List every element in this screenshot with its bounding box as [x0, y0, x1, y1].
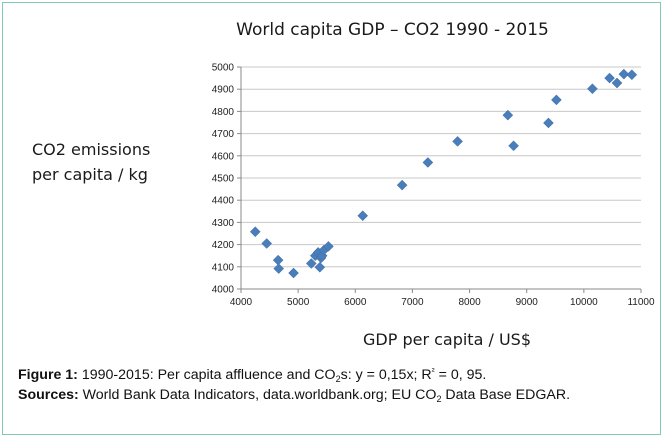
y-axis-label: CO2 emissions per capita / kg: [32, 137, 192, 187]
x-tick-label-4000: 4000: [230, 297, 253, 308]
data-point-3: [272, 254, 284, 266]
x-tick-label-8000: 8000: [458, 297, 481, 308]
data-point-5: [288, 267, 299, 279]
data-point-6: [305, 258, 317, 269]
sources-subscript: 2: [436, 394, 442, 404]
y-axis-label-line-1: CO2 emissions: [32, 140, 151, 159]
data-point-16: [422, 157, 434, 168]
data-point-14: [357, 210, 369, 222]
data-point-13: [323, 241, 334, 252]
sources-label: Sources:: [18, 387, 79, 403]
y-tick-label-4900: 4900: [212, 85, 235, 96]
y-tick-label-4200: 4200: [212, 240, 235, 251]
x-tick-label-5000: 5000: [287, 297, 310, 308]
x-tick-labels: 4000 5000 6000 7000 8000 9000 10000 11000: [230, 297, 655, 308]
x-tick-label-10000: 10000: [570, 297, 598, 308]
data-point-25: [618, 68, 630, 80]
y-tick-label-4500: 4500: [212, 174, 235, 185]
sources-text-b: Data Base EDGAR.: [441, 387, 571, 403]
sources-text-a: World Bank Data Indicators, data.worldba…: [78, 387, 437, 403]
data-point-23: [604, 72, 615, 84]
y-tick-label-4100: 4100: [212, 262, 235, 273]
figure-frame: [2, 2, 661, 435]
y-axis-label-line-2: per capita / kg: [32, 165, 148, 184]
y-tick-label-4300: 4300: [212, 218, 235, 229]
figure-subscript: 2: [335, 374, 341, 384]
x-tick-label-7000: 7000: [401, 297, 424, 308]
x-tick-label-9000: 9000: [516, 297, 539, 308]
data-point-21: [551, 94, 562, 106]
x-axis-label: GDP per capita / US$: [362, 330, 531, 349]
data-point-15: [396, 179, 408, 191]
figure-text-b: s: y = 0,15x; R: [340, 367, 432, 383]
data-point-20: [543, 117, 554, 129]
y-tick-label-4700: 4700: [212, 129, 235, 140]
data-point-26: [626, 69, 638, 81]
figure-text-a: 1990-2015: Per capita affluence and CO: [77, 367, 336, 383]
data-point-9: [314, 261, 326, 273]
data-point-24: [611, 77, 623, 89]
y-tick-label-4600: 4600: [212, 151, 235, 162]
data-points: [249, 68, 638, 279]
data-point-22: [587, 83, 598, 95]
data-point-4: [273, 263, 285, 274]
figure-caption: Figure 1: 1990-2015: Per capita affluenc…: [18, 365, 648, 405]
y-tick-label-4400: 4400: [212, 196, 235, 207]
figure-label: Figure 1:: [18, 367, 78, 383]
grid-lines: [241, 66, 641, 268]
data-point-18: [502, 109, 514, 121]
caption-sources-line: Sources: World Bank Data Indicators, dat…: [18, 385, 648, 405]
figure-superscript: ²: [431, 366, 435, 376]
figure-text-c: = 0, 95.: [434, 367, 487, 383]
y-tick-label-5000: 5000: [212, 63, 235, 74]
axes: [237, 66, 642, 293]
y-tick-label-4000: 4000: [212, 285, 235, 296]
data-point-2: [261, 238, 273, 249]
y-tick-label-4800: 4800: [212, 107, 235, 118]
x-tick-label-11000: 11000: [627, 297, 655, 308]
chart-title: World capita GDP – CO2 1990 - 2015: [236, 20, 549, 40]
y-tick-labels: 4000 4100 4200 4300 4400 4500 4600 4700 4800 4900…: [212, 63, 235, 296]
data-point-19: [508, 140, 519, 152]
data-point-1: [249, 226, 261, 238]
data-point-17: [452, 136, 463, 147]
x-tick-label-6000: 6000: [344, 297, 367, 308]
caption-figure-line: Figure 1: 1990-2015: Per capita affluenc…: [18, 365, 648, 385]
